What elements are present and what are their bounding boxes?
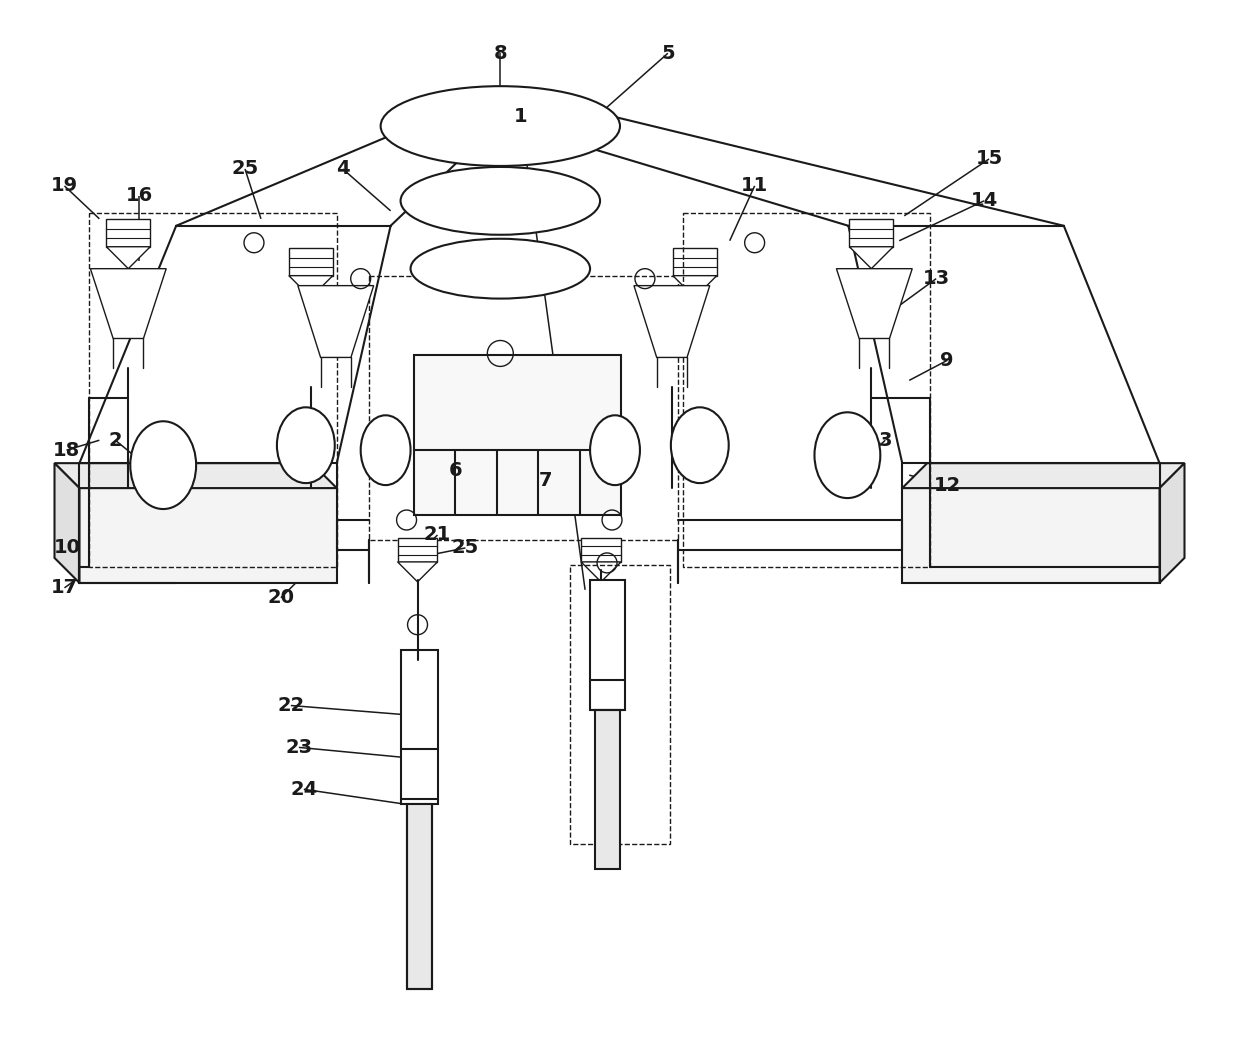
Bar	[673, 248, 716, 275]
Bar	[683, 213, 930, 566]
Text: 15: 15	[975, 150, 1002, 169]
Bar	[581, 538, 621, 562]
Bar	[414, 355, 621, 515]
Polygon shape	[581, 562, 621, 582]
Bar	[369, 275, 678, 540]
Ellipse shape	[590, 416, 641, 485]
Polygon shape	[297, 286, 374, 357]
Polygon shape	[55, 463, 337, 488]
Text: 25: 25	[452, 538, 479, 557]
Text: 8: 8	[493, 44, 507, 63]
Bar	[406, 804, 432, 988]
Text: 3: 3	[878, 430, 892, 450]
Text: 2: 2	[109, 430, 123, 450]
Ellipse shape	[410, 239, 590, 298]
Bar	[850, 219, 893, 247]
Text: 6: 6	[449, 461, 462, 480]
Bar	[89, 213, 337, 566]
Text: 25: 25	[232, 159, 259, 178]
Bar	[107, 219, 150, 247]
Text: 19: 19	[51, 176, 78, 196]
Text: 11: 11	[741, 176, 768, 196]
Text: 18: 18	[53, 441, 81, 460]
Ellipse shape	[130, 421, 196, 509]
Bar	[400, 650, 439, 804]
Text: 12: 12	[933, 475, 960, 494]
Polygon shape	[850, 247, 893, 269]
Text: 14: 14	[970, 192, 997, 210]
Bar	[398, 538, 437, 562]
Text: 24: 24	[290, 780, 317, 799]
Bar	[79, 488, 337, 583]
Text: 5: 5	[662, 44, 675, 63]
Text: 17: 17	[51, 578, 78, 598]
Text: 13: 13	[923, 269, 950, 288]
Polygon shape	[836, 269, 912, 338]
Ellipse shape	[400, 166, 600, 235]
Ellipse shape	[361, 416, 410, 485]
Text: 16: 16	[125, 186, 152, 205]
Ellipse shape	[380, 86, 620, 166]
Polygon shape	[634, 286, 710, 357]
Polygon shape	[55, 463, 79, 583]
Polygon shape	[398, 562, 437, 582]
Ellipse shape	[276, 407, 335, 483]
Polygon shape	[90, 269, 166, 338]
Text: 1: 1	[513, 107, 527, 126]
Text: 7: 7	[539, 470, 551, 490]
Text: 10: 10	[55, 538, 81, 557]
Ellipse shape	[670, 407, 729, 483]
Text: 9: 9	[940, 351, 954, 370]
Bar	[289, 248, 333, 275]
Text: 21: 21	[424, 526, 451, 544]
Polygon shape	[289, 275, 333, 297]
Text: 4: 4	[336, 159, 349, 178]
Text: 20: 20	[268, 588, 295, 607]
Bar	[590, 580, 624, 710]
Bar	[902, 488, 1160, 583]
Text: 23: 23	[285, 738, 312, 757]
Polygon shape	[902, 463, 1184, 488]
Text: 22: 22	[278, 696, 305, 715]
Polygon shape	[673, 275, 716, 297]
Polygon shape	[107, 247, 150, 269]
Bar	[595, 710, 620, 869]
Ellipse shape	[814, 413, 880, 498]
Polygon shape	[1160, 463, 1184, 583]
Bar	[570, 565, 670, 844]
